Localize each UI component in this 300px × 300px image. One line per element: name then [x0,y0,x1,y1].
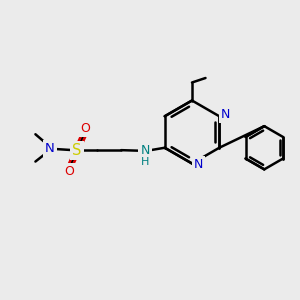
Text: N: N [140,144,150,157]
Text: S: S [72,143,82,158]
Text: O: O [64,165,74,178]
Text: H: H [141,157,149,167]
Text: O: O [81,122,91,135]
Text: N: N [194,158,203,172]
Text: N: N [221,108,231,121]
Text: N: N [45,142,55,155]
